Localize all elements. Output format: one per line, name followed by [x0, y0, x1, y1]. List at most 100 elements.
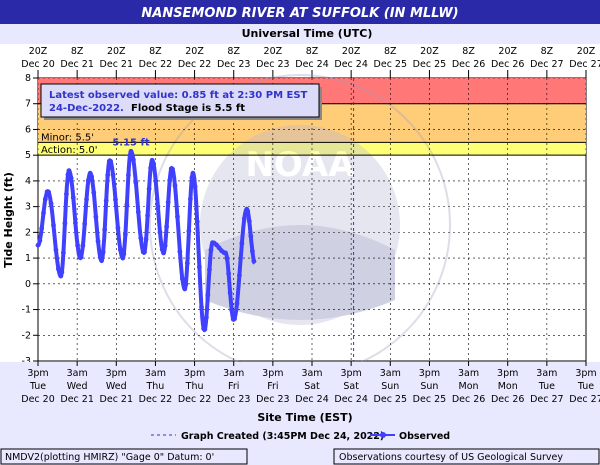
bottom-axis-ticks: 3pm Tue Dec 20 3am Wed Dec 21 3pm Wed Dec 21 3am T…: [21, 361, 600, 405]
observed-point: [66, 168, 72, 174]
observed-point: [157, 229, 163, 235]
observed-point: [189, 175, 195, 180]
bottom-tick-date: Dec 20: [21, 394, 55, 405]
observed-point: [102, 227, 108, 233]
observed-point: [65, 172, 71, 178]
observed-point: [127, 152, 133, 158]
y-tick-label: -3: [22, 356, 31, 367]
top-tick-date: Dec 21: [100, 59, 134, 70]
observed-point: [153, 178, 159, 184]
y-tick-label: 7: [25, 99, 31, 110]
legend-observed-dot: [380, 432, 386, 438]
bottom-tick-time: 3pm: [27, 368, 48, 379]
observed-point: [60, 250, 66, 256]
observed-point: [232, 316, 237, 322]
bottom-tick-time: 3am: [223, 368, 244, 379]
bottom-tick-time: 3am: [145, 368, 166, 379]
bottom-tick-time: 3am: [536, 368, 557, 379]
y-tick-label: 8: [25, 73, 31, 84]
bottom-tick-time: 3am: [301, 368, 322, 379]
bottom-tick-date: Dec 22: [139, 394, 173, 405]
bottom-tick-day: Thu: [185, 381, 204, 392]
observed-point: [70, 195, 76, 201]
threshold-label-0: Minor: 5.5': [41, 132, 94, 143]
observed-point: [223, 250, 228, 256]
observed-point: [120, 255, 126, 261]
footer-left-text: NMDV2(plotting HMIRZ) "Gage 0" Datum: 0': [5, 452, 214, 463]
top-axis-title: Universal Time (UTC): [242, 27, 373, 40]
bottom-tick-date: Dec 27: [530, 394, 564, 405]
bottom-tick-date: Dec 21: [60, 394, 94, 405]
bottom-tick-time: 3pm: [497, 368, 518, 379]
observed-point: [167, 178, 173, 183]
peak-label: 5.15 ft: [112, 137, 150, 148]
bottom-tick-day: Wed: [106, 381, 127, 392]
observed-point: [48, 201, 54, 207]
bottom-tick-date: Dec 27: [569, 394, 600, 405]
observed-point: [91, 190, 97, 196]
observed-point: [245, 208, 251, 214]
observed-point: [80, 243, 86, 249]
observed-point: [151, 161, 156, 167]
bottom-tick-day: Fri: [267, 381, 278, 392]
bottom-panel: [0, 362, 600, 465]
y-tick-label: -2: [22, 330, 31, 341]
observed-point: [110, 172, 116, 178]
legend-created-label: Graph Created (3:45PM Dec 24, 2022): [181, 431, 384, 442]
observed-point: [105, 172, 111, 178]
bottom-tick-time: 3pm: [106, 368, 127, 379]
observed-point: [172, 183, 178, 189]
observed-point: [192, 184, 198, 189]
observed-point: [164, 224, 170, 230]
observed-point: [108, 158, 113, 164]
top-tick-time: 8Z: [306, 46, 319, 57]
bottom-tick-date: Dec 22: [178, 394, 212, 405]
observed-point: [82, 221, 88, 227]
observed-point: [99, 258, 105, 264]
bottom-tick-date: Dec 25: [413, 394, 447, 405]
observed-point: [207, 267, 212, 273]
bottom-tick-day: Sun: [381, 381, 399, 392]
top-tick-date: Dec 23: [217, 59, 251, 70]
observed-point: [249, 248, 255, 254]
top-tick-date: Dec 26: [491, 59, 525, 70]
top-tick-date: Dec 25: [374, 59, 408, 70]
chart-title: NANSEMOND RIVER AT SUFFOLK (IN MLLW): [141, 6, 458, 21]
top-tick-time: 8Z: [384, 46, 397, 57]
bottom-tick-time: 3am: [67, 368, 88, 379]
top-tick-date: Dec 24: [295, 59, 329, 70]
bottom-tick-time: 3pm: [575, 368, 596, 379]
observed-point: [95, 238, 101, 244]
observed-point: [103, 198, 109, 204]
bottom-tick-day: Tue: [577, 381, 594, 392]
y-tick-label: 6: [25, 124, 31, 135]
observed-point: [131, 157, 136, 163]
observed-point: [161, 250, 166, 256]
observed-point: [85, 177, 91, 183]
observed-point: [183, 282, 189, 287]
top-tick-date: Dec 27: [530, 59, 564, 70]
top-tick-time: 20Z: [107, 46, 126, 57]
observed-point: [84, 196, 89, 202]
observed-point: [190, 170, 196, 176]
footer-right-box: [333, 448, 600, 465]
observed-point: [145, 213, 150, 219]
observed-point: [142, 249, 147, 255]
top-tick-date: Dec 23: [256, 59, 290, 70]
top-tick-time: 20Z: [264, 46, 283, 57]
annotation-line-1: Latest observed value: 0.85 ft at 2:30 P…: [49, 90, 308, 101]
y-tick-label: 2: [25, 227, 31, 238]
observed-point: [199, 304, 204, 310]
observed-point: [170, 166, 175, 172]
threshold-labels: Minor: 5.5' Action: 5.0': [41, 132, 98, 156]
observed-point: [186, 228, 192, 234]
observed-point: [182, 286, 188, 292]
observed-point: [68, 175, 74, 181]
observed-point: [237, 272, 242, 278]
observed-point: [46, 189, 52, 195]
observed-point: [194, 219, 200, 225]
bottom-tick-day: Tue: [538, 381, 555, 392]
observed-point: [59, 269, 65, 275]
observed-point: [224, 256, 230, 261]
top-panel: [0, 24, 600, 44]
